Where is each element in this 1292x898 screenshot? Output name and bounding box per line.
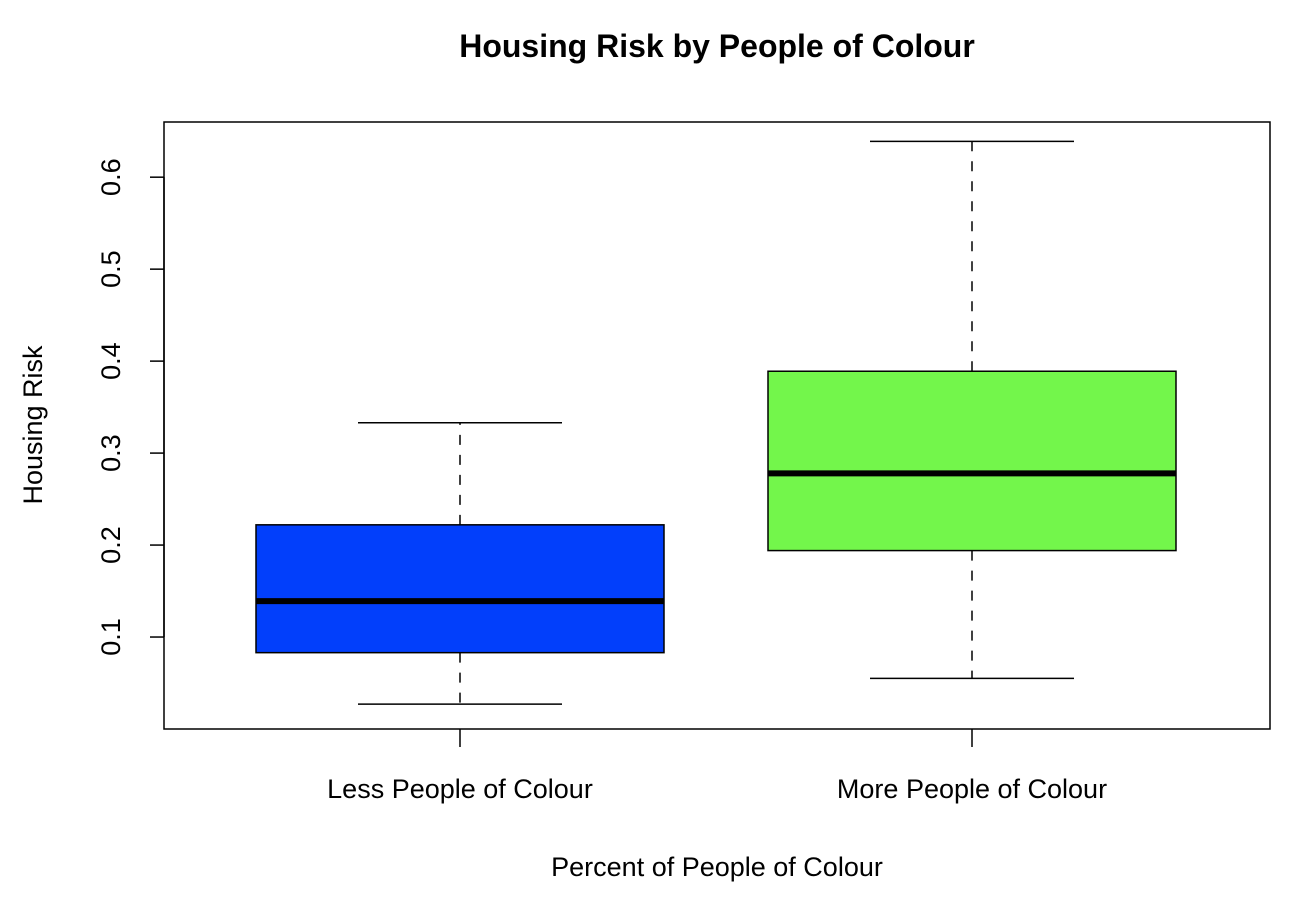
y-tick-label: 0.4 [96, 342, 126, 380]
iqr-box [255, 524, 665, 654]
y-axis: 0.1 0.2 0.3 0.4 0.5 0.6 [96, 158, 165, 656]
x-axis: Less People of Colour More People of Colo… [327, 729, 1107, 804]
x-axis-label: Percent of People of Colour [551, 852, 883, 882]
y-tick-label: 0.1 [96, 618, 126, 656]
x-tick-label: More People of Colour [837, 774, 1107, 804]
box-group [767, 140, 1177, 680]
box-group [255, 421, 665, 705]
y-axis-label: Housing Risk [18, 345, 48, 505]
x-tick-label: Less People of Colour [327, 774, 593, 804]
y-tick-label: 0.2 [96, 526, 126, 564]
boxes [255, 140, 1177, 705]
y-tick-label: 0.5 [96, 250, 126, 288]
y-tick-label: 0.6 [96, 158, 126, 196]
chart-title: Housing Risk by People of Colour [459, 28, 975, 64]
y-tick-label: 0.3 [96, 434, 126, 472]
iqr-box [767, 370, 1177, 552]
